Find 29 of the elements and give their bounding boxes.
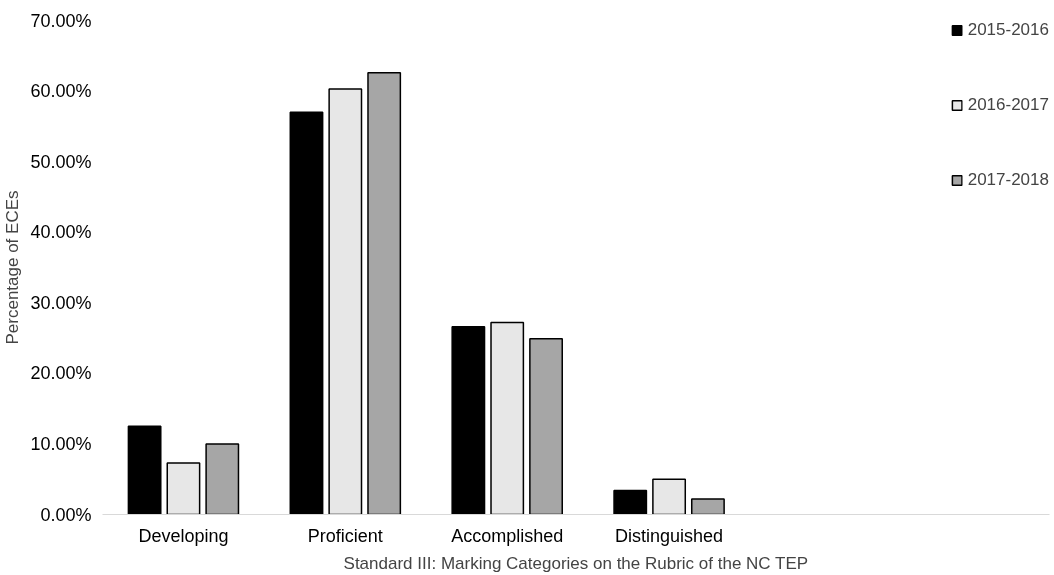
y-tick-label: 40.00% (30, 222, 92, 243)
y-tick-label: 60.00% (30, 81, 92, 102)
bar (690, 498, 725, 515)
legend-label: 2016-2017 (967, 95, 1049, 115)
bar (289, 111, 324, 515)
y-tick-label: 10.00% (30, 433, 92, 454)
legend-label: 2017-2018 (967, 170, 1049, 190)
y-axis-title: Percentage of ECEs (3, 190, 23, 345)
x-tick-label: Distinguished (615, 525, 724, 546)
x-tick-label: Developing (138, 525, 229, 546)
y-tick-label: 70.00% (30, 10, 92, 31)
bar (367, 71, 402, 515)
y-tick-label: 30.00% (30, 292, 92, 313)
legend-label: 2015-2016 (967, 20, 1049, 40)
bar (328, 88, 363, 515)
bar (127, 425, 162, 515)
bar (613, 489, 648, 515)
x-tick-label: Accomplished (451, 525, 564, 546)
bar (490, 321, 525, 515)
bar (652, 478, 687, 515)
y-tick-label: 20.00% (30, 363, 92, 384)
bar (166, 462, 201, 515)
bar (451, 326, 486, 515)
x-axis-title: Standard III: Marking Categories on the Rubric of the NC TEP (343, 553, 809, 573)
y-tick-label: 50.00% (30, 151, 92, 172)
bar (529, 338, 563, 515)
bar (205, 443, 240, 515)
y-tick-label: 0.00% (40, 504, 92, 525)
x-tick-label: Proficient (307, 525, 383, 546)
